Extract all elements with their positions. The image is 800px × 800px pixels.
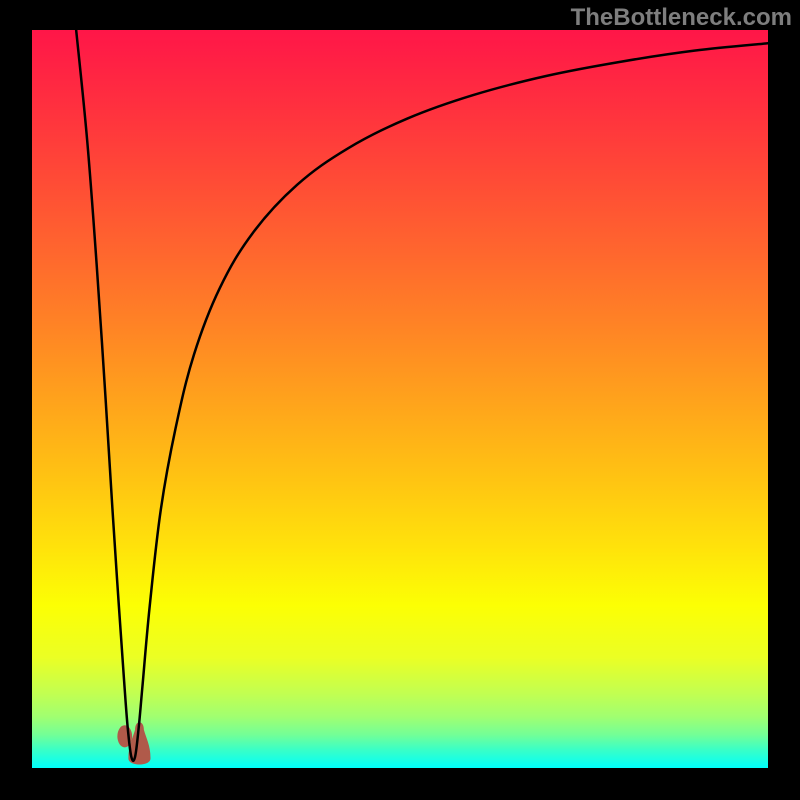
bottleneck-curve [76, 30, 768, 761]
curve-overlay [32, 30, 768, 768]
chart-root: TheBottleneck.com [0, 0, 800, 800]
plot-area [32, 30, 768, 768]
watermark-text: TheBottleneck.com [571, 4, 792, 32]
